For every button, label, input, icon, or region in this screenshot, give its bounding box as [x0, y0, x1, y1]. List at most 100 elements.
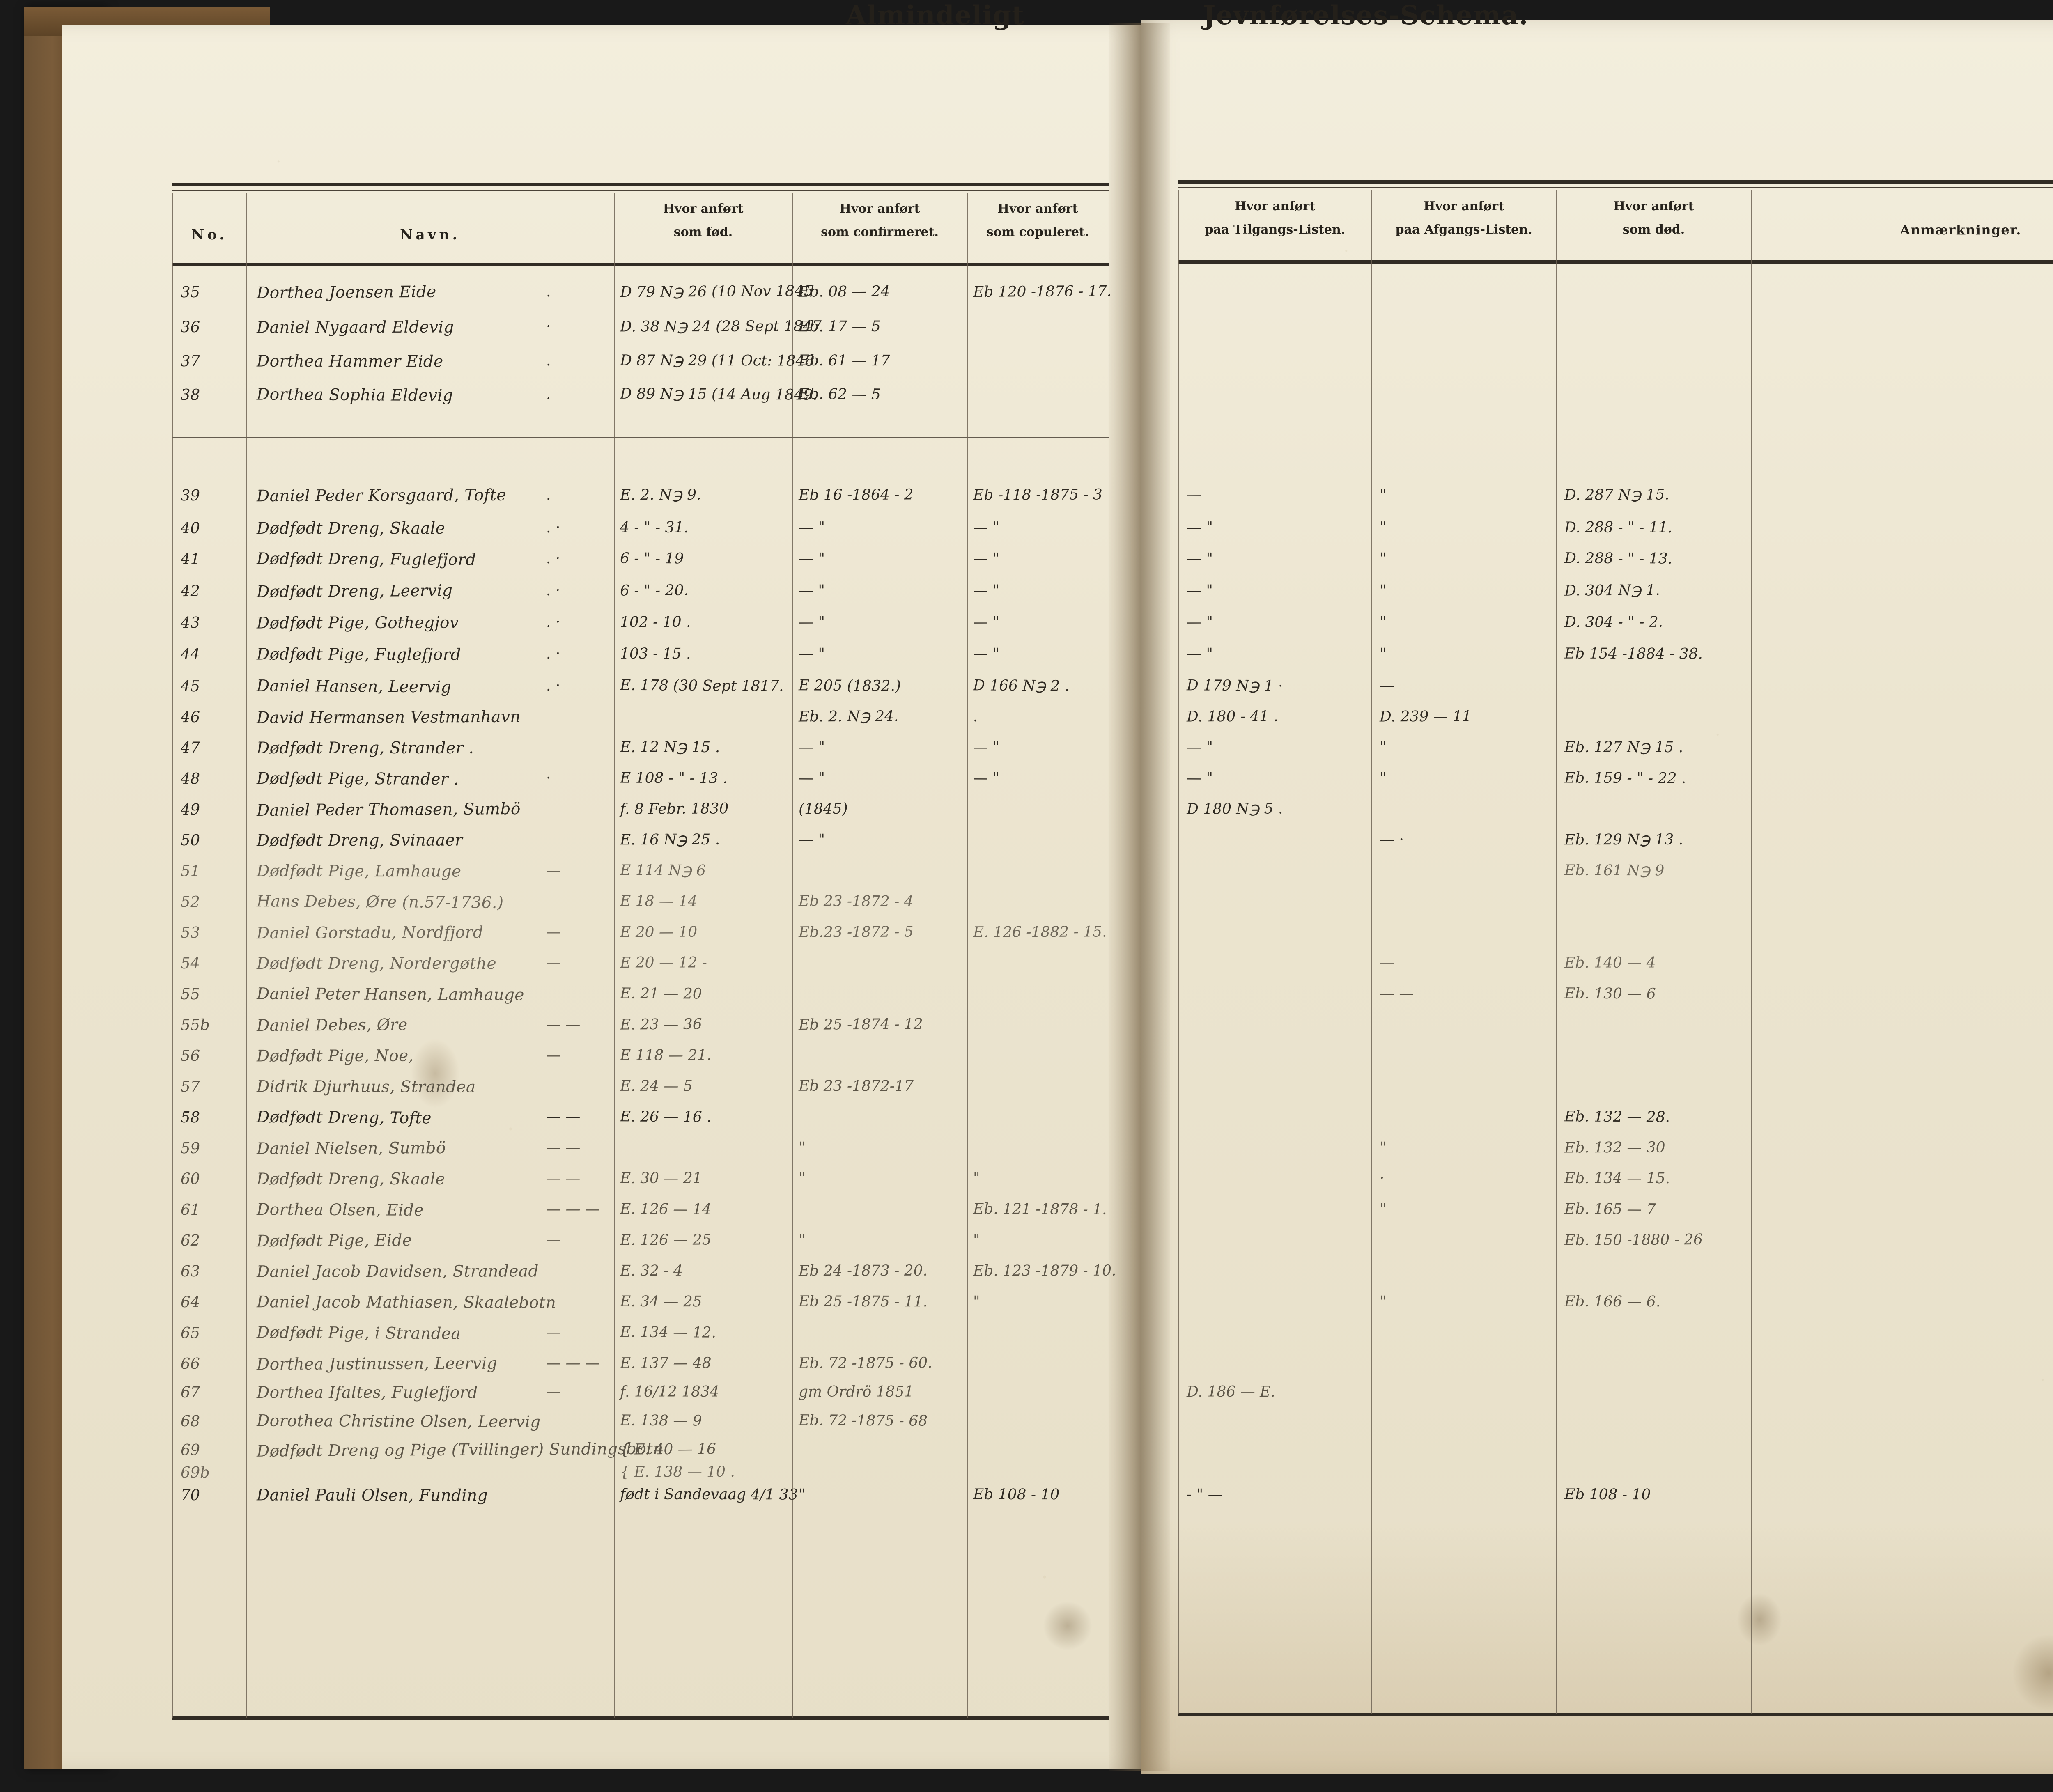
cell-navn: Dødfødt Dreng og Pige (Tvillinger) Sundi… — [256, 1439, 664, 1461]
cell-confirmeret: " — [799, 1170, 806, 1187]
row-group-separator — [172, 437, 1109, 438]
cell-no: 54 — [181, 955, 200, 972]
cell-tilgang: — " — [1186, 645, 1213, 663]
footer-rule-right — [1178, 1713, 2053, 1716]
cell-copuleret: Eb -118 -1875 - 3 — [973, 486, 1102, 504]
cell-navn: Daniel Peter Hansen, Lamhauge — [256, 984, 524, 1005]
cell-navn: Dødfødt Pige, Gothegjov — [256, 613, 459, 633]
cell-no: 38 — [180, 385, 200, 404]
cell-dod: Eb. 134 — 15. — [1564, 1170, 1670, 1187]
cell-tilgang: - " — — [1186, 1486, 1223, 1503]
cell-fod: f. 8 Febr. 1830 — [620, 800, 729, 818]
cell-navn-dot-leader: — — — [546, 1170, 581, 1187]
cell-confirmeret: " — [798, 1231, 806, 1249]
cell-no: 46 — [180, 708, 200, 726]
column-header-afgang: Hvor anført paa Afgangs-Listen. — [1371, 195, 1556, 241]
cell-navn: Daniel Jacob Davidsen, Strandead — [256, 1262, 539, 1281]
cell-fod: E. 23 — 36 — [620, 1016, 702, 1033]
cell-tilgang: — " — [1186, 613, 1213, 631]
cell-navn-dot-leader: · — [546, 770, 551, 787]
cell-dod: Eb. 127 N℈ 15 . — [1564, 739, 1683, 756]
cell-navn-dot-leader: — — [546, 1384, 561, 1400]
cell-no: 40 — [181, 519, 200, 537]
col-rule-after-confirmeret — [967, 193, 968, 1718]
cell-afgang: — — — [1379, 985, 1414, 1003]
cell-no: 69 — [180, 1441, 200, 1459]
cell-confirmeret: E 205 (1832.) — [798, 677, 901, 695]
column-header-confirmeret: Hvor anført som confirmeret. — [792, 197, 967, 244]
cell-navn-dot-leader: — — [546, 1324, 561, 1341]
cell-afgang: — — [1380, 955, 1394, 971]
cell-fod: E. 34 — 25 — [620, 1293, 702, 1310]
foxing-spot — [2012, 1634, 2053, 1712]
column-header-dod-line2: som død. — [1622, 223, 1685, 237]
col-rule-after-tilgang — [1371, 190, 1372, 1714]
cell-afgang: " — [1379, 1139, 1387, 1156]
cell-no: 70 — [180, 1486, 200, 1504]
column-header-confirmeret-line2: som confirmeret. — [821, 225, 939, 239]
cell-dod: D. 304 - " - 2. — [1564, 613, 1663, 631]
cell-tilgang: — " — [1187, 739, 1213, 756]
cell-confirmeret: — " — [798, 831, 825, 849]
cell-confirmeret: — " — [798, 550, 825, 567]
column-header-fod: Hvor anført som fød. — [614, 197, 792, 244]
cell-no: 56 — [180, 1046, 200, 1065]
column-header-afgang-line1: Hvor anført — [1424, 199, 1504, 213]
cell-navn-dot-leader: — — — [546, 1108, 581, 1125]
cell-confirmeret: " — [798, 1486, 806, 1503]
col-rule-after-no — [246, 193, 247, 1718]
cell-navn-dot-leader: — — [546, 862, 561, 879]
cell-afgang: " — [1379, 582, 1387, 599]
cell-fod: E. 138 — 9 — [620, 1412, 702, 1429]
cell-no: 39 — [180, 486, 200, 505]
col-rule-after-fod — [792, 193, 793, 1718]
cell-navn-dot-leader: · — [546, 318, 551, 335]
header-rule-top-right-thin — [1178, 187, 2053, 188]
cell-afgang: " — [1379, 550, 1387, 567]
cell-confirmeret: Eb 16 -1864 - 2 — [798, 486, 914, 504]
cell-navn: Daniel Nygaard Eldevig — [256, 318, 454, 337]
cell-dod: D. 287 N℈ 15. — [1564, 486, 1670, 504]
cell-afgang: — — [1379, 677, 1395, 695]
cell-navn: Dødfødt Pige, Eide — [256, 1231, 412, 1251]
col-rule-after-afgang — [1556, 190, 1557, 1714]
cell-navn: Daniel Peder Thomasen, Sumbö — [256, 799, 521, 820]
cell-dod: Eb 154 -1884 - 38. — [1564, 645, 1703, 663]
cell-fod: 6 - " - 20. — [620, 582, 689, 599]
cell-navn: Didrik Djurhuus, Strandea — [256, 1077, 476, 1097]
cell-dod: Eb. 159 - " - 22 . — [1564, 769, 1686, 787]
cell-confirmeret: Eb. 08 — 24 — [798, 283, 890, 301]
cell-navn: Dorthea Justinussen, Leervig — [256, 1354, 498, 1374]
cell-confirmeret: Eb.23 -1872 - 5 — [798, 923, 914, 941]
cell-copuleret: " — [973, 1231, 980, 1249]
cell-no: 62 — [180, 1231, 200, 1250]
col-rule-right-edge — [1178, 190, 1179, 1714]
cell-copuleret: — " — [973, 613, 1000, 631]
cell-no: 47 — [181, 739, 200, 757]
col-rule-after-dod — [1751, 190, 1752, 1714]
cell-navn: Dødfødt Pige, Noe, — [256, 1046, 414, 1066]
cell-afgang: " — [1379, 613, 1387, 631]
cell-copuleret: — " — [973, 645, 1000, 663]
cell-navn: David Hermansen Vestmanhavn — [256, 707, 521, 727]
cell-no: 58 — [180, 1108, 200, 1127]
cell-no: 49 — [180, 800, 200, 819]
cell-dod: Eb. 132 — 30 — [1564, 1139, 1665, 1156]
cell-navn: Daniel Jacob Mathiasen, Skaalebotn — [256, 1293, 556, 1312]
cell-no: 37 — [180, 352, 200, 370]
cell-fod: E. 126 — 25 — [620, 1231, 712, 1249]
cell-no: 67 — [181, 1384, 200, 1401]
cell-navn: Dødfødt Dreng, Skaale — [257, 1170, 446, 1189]
cell-copuleret: Eb. 123 -1879 - 10. — [973, 1262, 1116, 1280]
column-header-fod-line1: Hvor anført — [663, 202, 744, 216]
cell-no: 43 — [180, 613, 200, 632]
cell-afgang: " — [1379, 769, 1387, 787]
cell-confirmeret: — " — [798, 613, 825, 631]
cell-afgang: " — [1380, 519, 1387, 536]
cell-navn: Hans Debes, Øre (n.57-1736.) — [256, 892, 504, 912]
cell-navn-dot-leader: — — [546, 1232, 561, 1248]
cell-navn: Dødfødt Pige, i Strandea — [256, 1323, 461, 1343]
cell-navn: Daniel Nielsen, Sumbö — [256, 1139, 446, 1158]
cell-confirmeret: " — [798, 1139, 806, 1156]
